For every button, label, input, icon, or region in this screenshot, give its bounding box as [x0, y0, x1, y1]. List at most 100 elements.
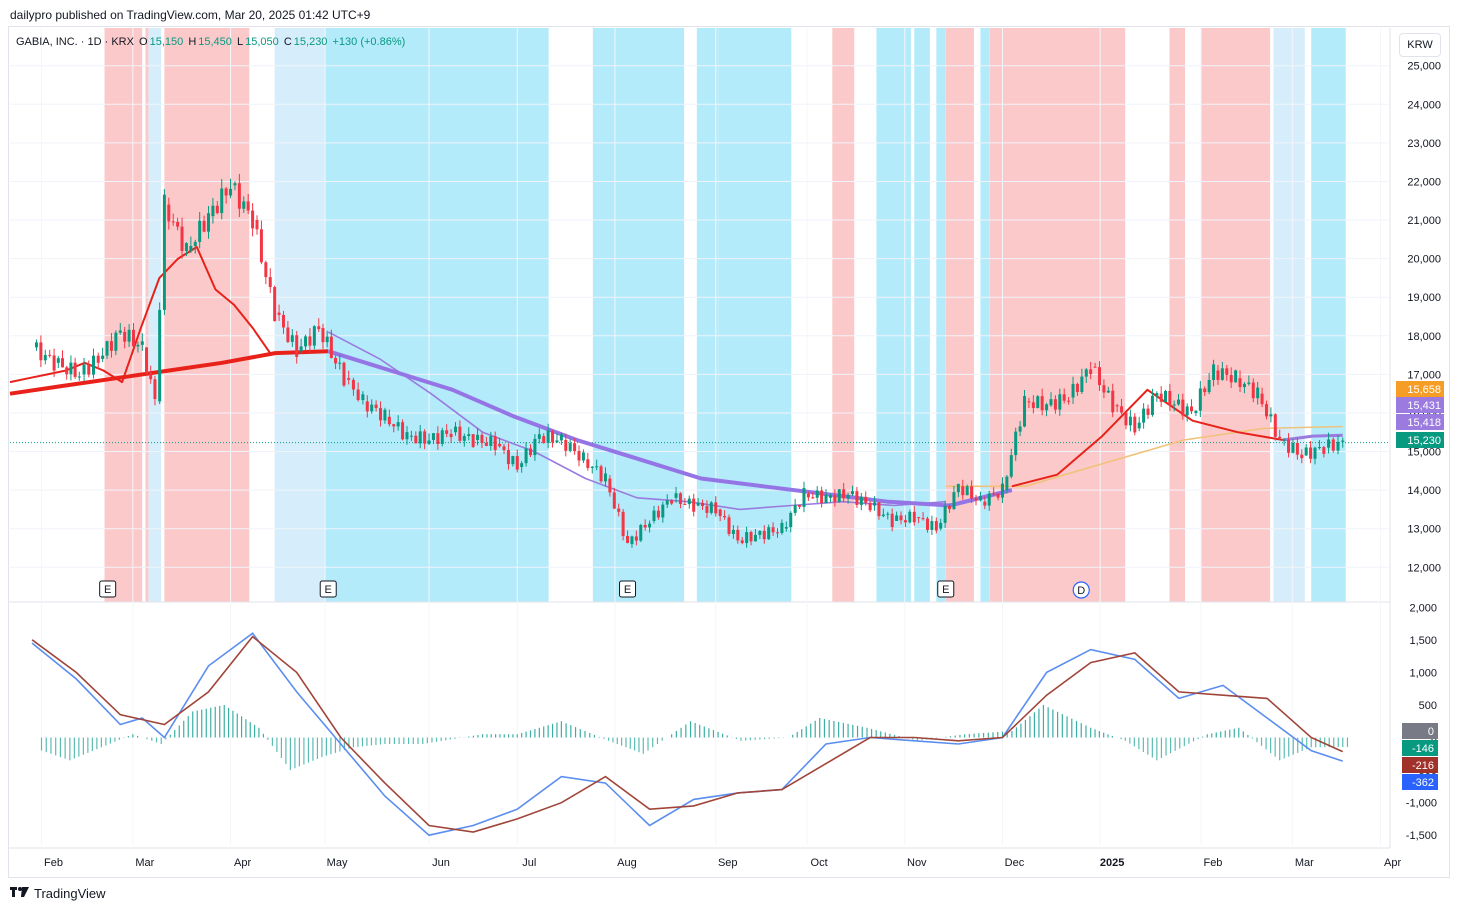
candle-down	[48, 354, 52, 356]
candle-down	[515, 456, 519, 470]
earnings-marker-icon	[99, 580, 117, 598]
zone-lightblue	[1273, 28, 1305, 602]
candle-down	[308, 336, 312, 346]
open-label: O	[139, 36, 148, 48]
candle-down	[528, 448, 532, 456]
price-tick-label: 20,000	[1407, 254, 1441, 266]
candle-down	[1238, 378, 1242, 388]
candle-up	[206, 213, 210, 232]
candle-up	[555, 440, 559, 443]
candle-up	[1177, 399, 1181, 405]
candle-up	[467, 434, 471, 437]
candle-down	[771, 527, 775, 533]
candle-up	[1341, 440, 1345, 442]
candle-down	[586, 459, 590, 468]
candle-up	[520, 463, 524, 467]
candle-up	[639, 524, 643, 541]
candle-down	[1111, 390, 1115, 413]
candle-up	[136, 344, 140, 347]
candle-down	[96, 355, 100, 363]
grid-layer	[8, 28, 1391, 849]
candle-up	[1036, 396, 1040, 408]
zone-red	[832, 28, 855, 602]
time-tick-label: Sep	[718, 857, 738, 869]
candle-down	[692, 498, 696, 512]
candle-down	[727, 517, 731, 534]
candle-up	[184, 243, 188, 251]
candle-down	[868, 502, 872, 511]
candle-down	[176, 221, 180, 227]
candle-down	[65, 367, 69, 375]
candle-down	[1098, 367, 1102, 386]
candle-down	[39, 342, 43, 361]
candle-down	[471, 434, 475, 447]
candle-down	[387, 416, 391, 425]
chart-frame[interactable]	[8, 26, 1450, 878]
candle-up	[162, 194, 166, 310]
candle-up	[859, 496, 863, 505]
price-tick-label: 25,000	[1407, 61, 1441, 73]
candle-up	[409, 435, 413, 437]
candle-down	[917, 517, 921, 519]
candle-up	[1155, 393, 1159, 396]
candle-down	[723, 516, 727, 518]
candle-up	[661, 504, 665, 518]
time-tick-label: Mar	[135, 857, 154, 869]
candle-up	[418, 431, 422, 444]
candle-up	[815, 490, 819, 498]
macd-tag-label: -362	[1412, 777, 1434, 789]
candle-up	[1049, 399, 1053, 406]
low-value: 15,050	[245, 36, 279, 48]
candle-down	[798, 505, 802, 507]
candle-up	[758, 530, 762, 535]
candle-down	[1278, 436, 1282, 439]
candle-down	[599, 466, 603, 482]
candle-up	[745, 532, 749, 544]
candle-up	[1207, 379, 1211, 393]
currency-button[interactable]: KRW	[1399, 33, 1441, 57]
candle-down	[1159, 393, 1163, 402]
macd-tag	[1402, 740, 1438, 756]
candle-up	[784, 527, 788, 529]
zone-cyan	[325, 28, 549, 602]
candle-up	[101, 355, 105, 359]
candle-down	[670, 500, 674, 504]
candle-up	[1198, 388, 1202, 411]
zone-red	[945, 28, 974, 602]
price-tick-label: 21,000	[1407, 215, 1441, 227]
candle-up	[476, 434, 480, 440]
footer-brand[interactable]: TradingView	[10, 886, 106, 901]
zone-cyan	[592, 28, 685, 602]
candle-down	[458, 426, 462, 441]
candle-down	[414, 435, 418, 444]
macd-line	[31, 632, 1343, 837]
candle-up	[895, 515, 899, 521]
symbol-label[interactable]: GABIA, INC. · 1D · KRX	[16, 36, 134, 48]
candle-down	[180, 226, 184, 251]
ema-fast-line-2	[1011, 388, 1284, 488]
macd-tick-label: 2,000	[1409, 602, 1437, 614]
candle-up	[211, 205, 215, 217]
candle-down	[617, 508, 621, 512]
candle-down	[202, 220, 206, 232]
candle-down	[1216, 370, 1220, 380]
candle-down	[634, 536, 638, 541]
candle-up	[1142, 408, 1146, 423]
earnings-marker-icon	[937, 580, 955, 598]
candle-down	[153, 379, 157, 400]
price-tick-label: 19,000	[1407, 292, 1441, 304]
candle-down	[992, 493, 996, 495]
candle-down	[1062, 394, 1066, 401]
candle-up	[1084, 369, 1088, 377]
candle-down	[317, 326, 321, 330]
candle-down	[705, 506, 709, 513]
candle-down	[621, 511, 625, 536]
candle-up	[687, 498, 691, 505]
candle-up	[873, 502, 877, 506]
candle-down	[52, 355, 56, 371]
candle-up	[581, 452, 585, 461]
candle-up	[665, 500, 669, 505]
candle-down	[899, 515, 903, 521]
candle-up	[1291, 442, 1295, 453]
